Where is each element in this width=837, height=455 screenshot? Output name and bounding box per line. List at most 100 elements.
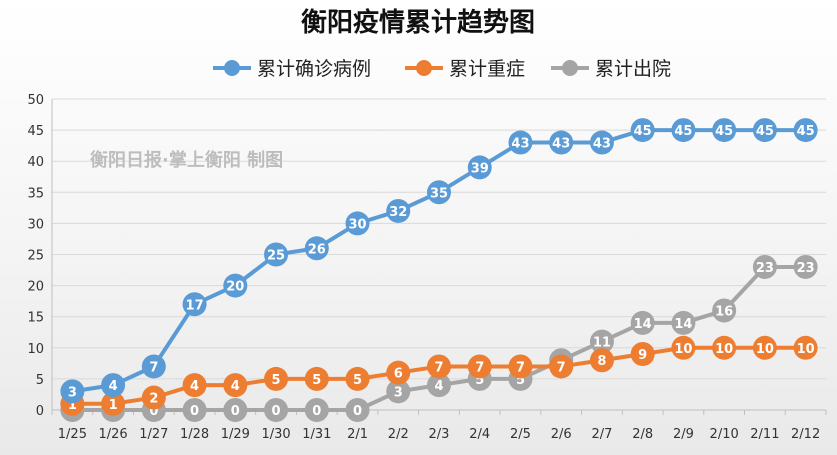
data-point xyxy=(630,118,655,143)
data-label: 7 xyxy=(557,360,566,375)
x-tick-label: 1/31 xyxy=(302,427,331,442)
chart-title: 衡阳疫情累计趋势图 xyxy=(301,7,535,38)
data-label: 1 xyxy=(109,398,118,413)
data-point xyxy=(630,310,655,335)
data-label: 45 xyxy=(797,124,815,139)
legend-marker xyxy=(224,60,240,76)
data-point xyxy=(223,273,248,298)
data-point xyxy=(386,379,411,404)
data-label: 10 xyxy=(674,342,692,357)
data-point xyxy=(182,292,207,317)
x-tick-label: 2/10 xyxy=(710,427,739,442)
data-point xyxy=(304,236,329,261)
data-point xyxy=(345,211,370,236)
x-tick-label: 1/29 xyxy=(221,427,250,442)
data-point xyxy=(101,391,126,416)
data-point xyxy=(630,342,655,367)
data-point xyxy=(671,118,696,143)
data-point xyxy=(182,373,207,398)
data-label: 5 xyxy=(272,373,281,388)
y-tick-label: 5 xyxy=(36,373,44,388)
data-point xyxy=(345,398,370,422)
data-label: 7 xyxy=(149,360,158,375)
data-label: 14 xyxy=(634,317,652,332)
x-axis: 1/25 1/26 1/27 1/28 1/29 1/30 1/31 2/1 2/2 2/3 2/4… xyxy=(51,409,827,442)
data-label: 0 xyxy=(149,404,158,419)
data-label: 43 xyxy=(552,137,570,152)
data-point xyxy=(386,360,411,385)
data-label: 4 xyxy=(109,379,118,394)
x-tick-label: 2/7 xyxy=(591,427,612,442)
y-tick-label: 0 xyxy=(36,404,44,419)
data-point xyxy=(182,398,207,422)
data-label: 30 xyxy=(348,217,366,232)
data-point xyxy=(712,298,737,323)
data-point xyxy=(60,379,85,404)
y-axis: 0 5 10 15 20 25 30 35 40 45 50 xyxy=(27,93,53,419)
data-label: 4 xyxy=(190,379,199,394)
data-label: 16 xyxy=(715,304,733,319)
data-point xyxy=(223,398,248,422)
data-point xyxy=(223,373,248,398)
data-point xyxy=(386,198,411,223)
data-point xyxy=(467,354,492,379)
x-tick-label: 2/3 xyxy=(429,427,450,442)
data-point xyxy=(508,354,533,379)
x-tick-label: 1/25 xyxy=(58,427,87,442)
data-label: 5 xyxy=(312,373,321,388)
data-point xyxy=(264,242,289,267)
data-label: 0 xyxy=(312,404,321,419)
x-tick-label: 2/4 xyxy=(469,427,490,442)
data-point xyxy=(589,329,614,354)
data-point xyxy=(304,366,329,391)
data-point xyxy=(549,354,574,379)
data-label: 7 xyxy=(475,360,484,375)
data-point xyxy=(264,366,289,391)
data-point xyxy=(752,335,777,360)
data-label: 0 xyxy=(272,404,281,419)
y-tick-label: 40 xyxy=(27,155,44,170)
data-point xyxy=(427,180,451,205)
data-label: 0 xyxy=(231,404,240,419)
data-label: 10 xyxy=(797,342,815,357)
x-tick-label: 2/2 xyxy=(388,427,409,442)
x-tick-label: 1/28 xyxy=(180,427,209,442)
data-label: 4 xyxy=(231,379,240,394)
watermark: 衡阳日报·掌上衡阳 制图 xyxy=(90,149,283,171)
x-tick-label: 2/1 xyxy=(347,427,368,442)
data-label: 10 xyxy=(756,342,774,357)
data-label: 17 xyxy=(186,298,204,313)
data-point xyxy=(467,155,492,180)
data-label: 23 xyxy=(797,261,815,276)
x-tick-label: 2/12 xyxy=(791,427,820,442)
series: 1 1 24 4 5 5 5 6 7 7 7 7 8 9 10 10 10 10 xyxy=(60,335,818,416)
x-tick-label: 2/9 xyxy=(673,427,694,442)
legend-marker xyxy=(562,60,578,76)
data-point xyxy=(264,398,289,422)
data-label: 23 xyxy=(756,261,774,276)
legend-label: 累计出院 xyxy=(595,58,671,80)
data-point xyxy=(793,335,818,360)
data-label: 14 xyxy=(674,317,692,332)
x-tick-label: 1/27 xyxy=(139,427,168,442)
data-point xyxy=(712,335,737,360)
data-point xyxy=(793,118,818,143)
legend-item: 累计重症 xyxy=(405,58,525,80)
legend-item: 累计出院 xyxy=(551,58,671,80)
data-point xyxy=(508,130,533,155)
data-label: 32 xyxy=(389,205,407,220)
data-point xyxy=(427,373,451,398)
data-label: 45 xyxy=(715,124,733,139)
y-tick-label: 30 xyxy=(27,217,44,232)
data-label: 1 xyxy=(68,398,77,413)
y-tick-label: 10 xyxy=(27,342,44,357)
x-tick-label: 2/5 xyxy=(510,427,531,442)
data-point xyxy=(752,118,777,143)
y-tick-label: 20 xyxy=(27,280,44,295)
data-label: 0 xyxy=(353,404,362,419)
y-tick-label: 45 xyxy=(27,124,44,139)
data-label: 26 xyxy=(308,242,326,257)
data-point xyxy=(793,254,818,279)
data-label: 11 xyxy=(593,336,611,351)
